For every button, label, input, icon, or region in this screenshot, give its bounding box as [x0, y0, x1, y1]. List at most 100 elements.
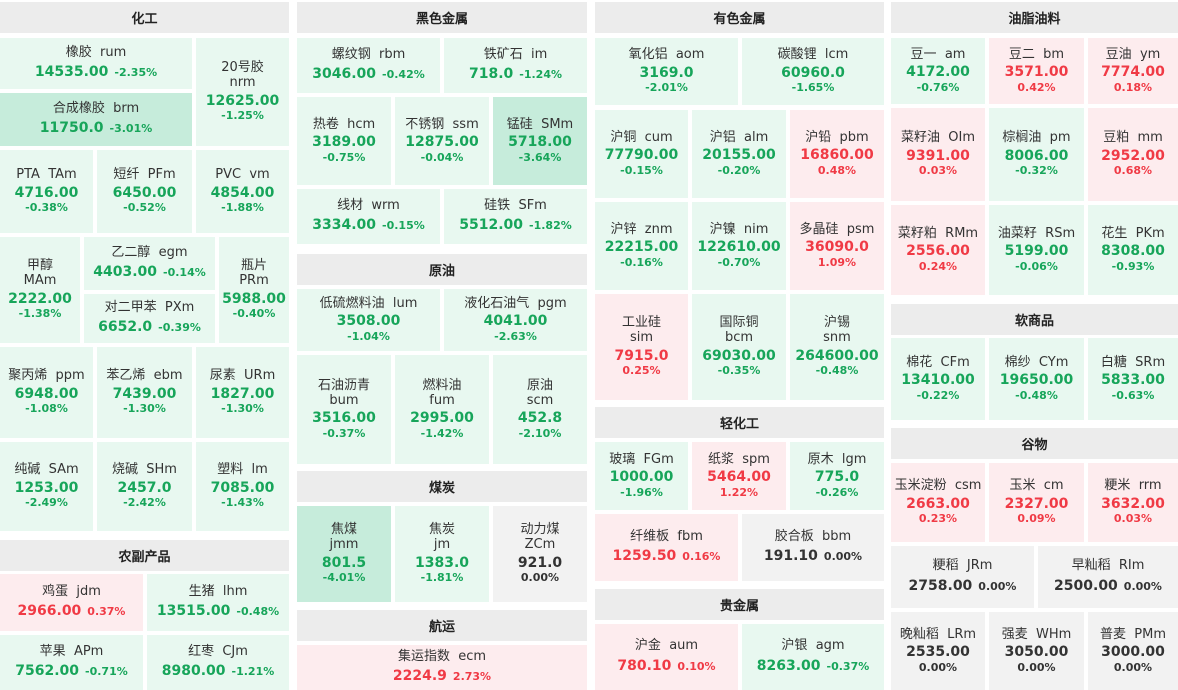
quote-row: 2535.00 0.00% [906, 645, 970, 674]
contract-tile-agm[interactable]: 沪银 agm 8263.00 -0.37% [742, 624, 884, 690]
contract-tile-jmm[interactable]: 焦煤 jmm 801.5 -4.01% [297, 506, 391, 602]
contract-tile-am[interactable]: 豆一 am 4172.00 -0.76% [891, 38, 985, 104]
contract-tile-cjm[interactable]: 红枣 CJm 8980.00 -1.21% [147, 635, 289, 690]
change-percent: -3.64% [518, 150, 562, 164]
last-price: 1383.0 [414, 554, 470, 571]
contract-tile-jdm[interactable]: 鸡蛋 jdm 2966.00 0.37% [0, 574, 143, 631]
contract-cn-name: 沪金 [634, 638, 661, 654]
contract-tile-cm[interactable]: 玉米 cm 2327.00 0.09% [989, 463, 1084, 542]
change-percent: -0.48% [1015, 388, 1058, 402]
contract-tile-aum[interactable]: 沪金 aum 780.10 0.10% [595, 624, 738, 690]
contract-name: 沪银 agm [781, 639, 844, 654]
contract-tile-im[interactable]: 铁矿石 im 718.0 -1.24% [444, 38, 587, 93]
contract-tile-mam[interactable]: 甲醇 MAm 2222.00 -1.38% [0, 237, 80, 343]
contract-tile-rmm[interactable]: 菜籽粕 RMm 2556.00 0.24% [891, 205, 985, 295]
contract-tile-rrm[interactable]: 粳米 rrm 3632.00 0.03% [1088, 463, 1178, 542]
contract-tile-bm[interactable]: 豆二 bm 3571.00 0.42% [989, 38, 1084, 104]
contract-tile-alm[interactable]: 沪铝 alm 20155.00 -0.20% [692, 110, 786, 198]
contract-tile-egm[interactable]: 乙二醇 egm 4403.00 -0.14% [84, 237, 215, 290]
contract-tile-lhm[interactable]: 生猪 lhm 13515.00 -0.48% [147, 574, 289, 631]
contract-tile-nrm[interactable]: 20号胶 nrm 12625.00 -1.25% [196, 38, 289, 146]
contract-tile-urm[interactable]: 尿素 URm 1827.00 -1.30% [196, 347, 289, 438]
contract-tile-rim[interactable]: 早籼稻 RIm 2500.00 0.00% [1038, 546, 1178, 608]
contract-tile-pfm[interactable]: 短纤 PFm 6450.00 -0.52% [97, 150, 192, 233]
last-price: 5718.00 [508, 134, 572, 151]
contract-code: CFm [940, 354, 970, 370]
contract-tile-srm[interactable]: 白糖 SRm 5833.00 -0.63% [1088, 338, 1178, 420]
change-percent: -1.82% [529, 219, 572, 233]
contract-tile-whm[interactable]: 强麦 WHm 3050.00 0.00% [989, 612, 1084, 690]
contract-tile-cym[interactable]: 棉纱 CYm 19650.00 -0.48% [989, 338, 1084, 420]
contract-tile-ssm[interactable]: 不锈钢 ssm 12875.00 -0.04% [395, 97, 489, 185]
contract-tile-lm[interactable]: 塑料 lm 7085.00 -1.43% [196, 442, 289, 531]
contract-tile-bbm[interactable]: 胶合板 bbm 191.10 0.00% [742, 514, 884, 581]
contract-tile-brm[interactable]: 合成橡胶 brm 11750.0 -3.01% [0, 93, 192, 146]
contract-tile-cfm[interactable]: 棉花 CFm 13410.00 -0.22% [891, 338, 985, 420]
change-percent: 0.03% [1113, 512, 1153, 526]
contract-tile-pkm[interactable]: 花生 PKm 8308.00 -0.93% [1088, 205, 1178, 295]
contract-tile-pm[interactable]: 棕榈油 pm 8006.00 -0.32% [989, 108, 1084, 201]
contract-tile-sim[interactable]: 工业硅 sim 7915.0 0.25% [595, 294, 688, 400]
contract-tile-cum[interactable]: 沪铜 cum 77790.00 -0.15% [595, 110, 688, 198]
contract-name: 乙二醇 egm [111, 245, 187, 261]
contract-tile-oim[interactable]: 菜籽油 OIm 9391.00 0.03% [891, 108, 985, 201]
change-percent: 0.37% [87, 605, 126, 619]
contract-tile-mm[interactable]: 豆粕 mm 2952.00 0.68% [1088, 108, 1178, 201]
contract-name: 纸浆 spm [708, 452, 770, 468]
contract-tile-sam[interactable]: 纯碱 SAm 1253.00 -2.49% [0, 442, 93, 531]
contract-tile-lgm[interactable]: 原木 lgm 775.0 -0.26% [790, 442, 884, 510]
contract-tile-hcm[interactable]: 热卷 hcm 3189.00 -0.75% [297, 97, 391, 185]
contract-tile-lum[interactable]: 低硫燃料油 lum 3508.00 -1.04% [297, 289, 440, 351]
contract-tile-prm[interactable]: 瓶片 PRm 5988.00 -0.40% [219, 237, 289, 343]
contract-tile-bum[interactable]: 石油沥青 bum 3516.00 -0.37% [297, 355, 391, 464]
contract-tile-ebm[interactable]: 苯乙烯 ebm 7439.00 -1.30% [97, 347, 192, 438]
contract-code: FGm [643, 451, 674, 467]
contract-code: wrm [371, 197, 400, 213]
contract-tile-fum[interactable]: 燃料油 fum 2995.00 -1.42% [395, 355, 489, 464]
contract-tile-ecm[interactable]: 集运指数 ecm 2224.9 2.73% [297, 645, 587, 690]
contract-tile-vm[interactable]: PVC vm 4854.00 -1.88% [196, 150, 289, 233]
contract-tile-ym[interactable]: 豆油 ym 7774.00 0.18% [1088, 38, 1178, 104]
last-price: 775.0 [814, 469, 860, 486]
contract-tile-jrm[interactable]: 粳稻 JRm 2758.00 0.00% [891, 546, 1034, 608]
contract-tile-spm[interactable]: 纸浆 spm 5464.00 1.22% [692, 442, 786, 510]
contract-tile-pbm[interactable]: 沪铅 pbm 16860.00 0.48% [790, 110, 884, 198]
contract-cn-name: 沪锌 [610, 221, 637, 237]
last-price: 14535.00 [34, 64, 109, 81]
contract-tile-lcm[interactable]: 碳酸锂 lcm 60960.0 -1.65% [742, 38, 884, 105]
contract-tile-bcm[interactable]: 国际铜 bcm 69030.00 -0.35% [692, 294, 786, 400]
contract-cn-name: 粳米 [1104, 478, 1131, 494]
contract-tile-ppm[interactable]: 聚丙烯 ppm 6948.00 -1.08% [0, 347, 93, 438]
last-price: 3050.00 [1004, 644, 1069, 661]
contract-tile-fgm[interactable]: 玻璃 FGm 1000.00 -1.96% [595, 442, 688, 510]
contract-cn-name: 燃料油 [422, 377, 462, 393]
contract-tile-znm[interactable]: 沪锌 znm 22215.00 -0.16% [595, 202, 688, 290]
last-price: 1000.00 [609, 469, 674, 486]
contract-tile-sfm[interactable]: 硅铁 SFm 5512.00 -1.82% [444, 189, 587, 244]
contract-name: 短纤 PFm [113, 167, 175, 183]
contract-tile-pxm[interactable]: 对二甲苯 PXm 6652.0 -0.39% [84, 294, 215, 343]
contract-tile-zcm[interactable]: 动力煤 ZCm 921.0 0.00% [493, 506, 587, 602]
contract-tile-fbm[interactable]: 纤维板 fbm 1259.50 0.16% [595, 514, 738, 581]
contract-tile-aom[interactable]: 氧化铝 aom 3169.0 -2.01% [595, 38, 738, 105]
contract-tile-tam[interactable]: PTA TAm 4716.00 -0.38% [0, 150, 93, 233]
contract-tile-rum[interactable]: 橡胶 rum 14535.00 -2.35% [0, 38, 192, 89]
contract-name: 沪金 aum [635, 639, 698, 654]
contract-tile-jm[interactable]: 焦炭 jm 1383.0 -1.81% [395, 506, 489, 602]
change-percent: 0.00% [823, 550, 863, 564]
contract-tile-csm[interactable]: 玉米淀粉 csm 2663.00 0.23% [891, 463, 985, 542]
contract-tile-snm[interactable]: 沪锡 snm 264600.00 -0.48% [790, 294, 884, 400]
contract-tile-nim[interactable]: 沪镍 nim 122610.00 -0.70% [692, 202, 786, 290]
contract-tile-wrm[interactable]: 线材 wrm 3334.00 -0.15% [297, 189, 440, 244]
contract-tile-rbm[interactable]: 螺纹钢 rbm 3046.00 -0.42% [297, 38, 440, 93]
contract-tile-apm[interactable]: 苹果 APm 7562.00 -0.71% [0, 635, 143, 690]
contract-tile-pgm[interactable]: 液化石油气 pgm 4041.00 -2.63% [444, 289, 587, 351]
contract-tile-shm[interactable]: 烧碱 SHm 2457.0 -2.42% [97, 442, 192, 531]
contract-tile-lrm[interactable]: 晚籼稻 LRm 2535.00 0.00% [891, 612, 985, 690]
contract-tile-scm[interactable]: 原油 scm 452.8 -2.10% [493, 355, 587, 464]
contract-cn-name: 油菜籽 [997, 225, 1037, 241]
contract-tile-pmm[interactable]: 普麦 PMm 3000.00 0.00% [1088, 612, 1178, 690]
contract-tile-smm[interactable]: 锰硅 SMm 5718.00 -3.64% [493, 97, 587, 185]
contract-tile-rsm[interactable]: 油菜籽 RSm 5199.00 -0.06% [989, 205, 1084, 295]
contract-tile-psm[interactable]: 多晶硅 psm 36090.0 1.09% [790, 202, 884, 290]
